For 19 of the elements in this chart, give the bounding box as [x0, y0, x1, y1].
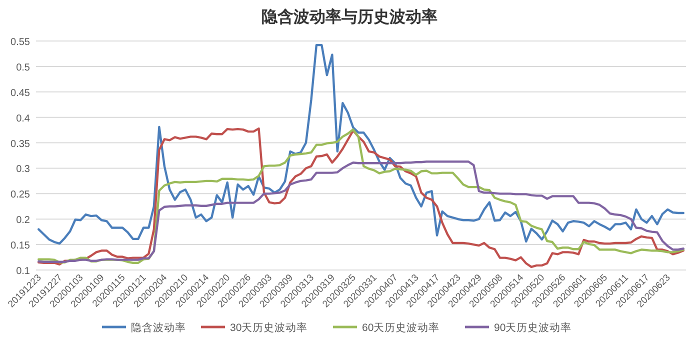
y-tick-label: 0.5 [16, 62, 30, 74]
y-tick-label: 0.1 [16, 266, 30, 277]
legend-label: 30天历史波动率 [230, 321, 308, 334]
legend-item: 30天历史波动率 [201, 322, 308, 334]
y-tick-label: 0.2 [16, 215, 30, 226]
y-tick-label: 0.4 [16, 113, 30, 124]
y-tick-label: 0.45 [10, 88, 30, 99]
legend-label: 隐含波动率 [131, 321, 186, 334]
y-tick-label: 0.55 [10, 37, 30, 48]
legend-label: 60天历史波动率 [362, 321, 440, 334]
y-tick-label: 0.3 [16, 164, 30, 176]
y-tick-label: 0.15 [10, 240, 30, 252]
legend-item: 隐含波动率 [102, 322, 186, 334]
y-tick-label: 0.35 [10, 138, 30, 150]
title: 隐含波动率与历史波动率 [262, 7, 438, 26]
legend-item: 90天历史波动率 [465, 322, 572, 334]
y-tick-label: 0.25 [10, 190, 30, 201]
legend-item: 60天历史波动率 [333, 322, 440, 334]
legend-label: 90天历史波动率 [494, 321, 572, 334]
